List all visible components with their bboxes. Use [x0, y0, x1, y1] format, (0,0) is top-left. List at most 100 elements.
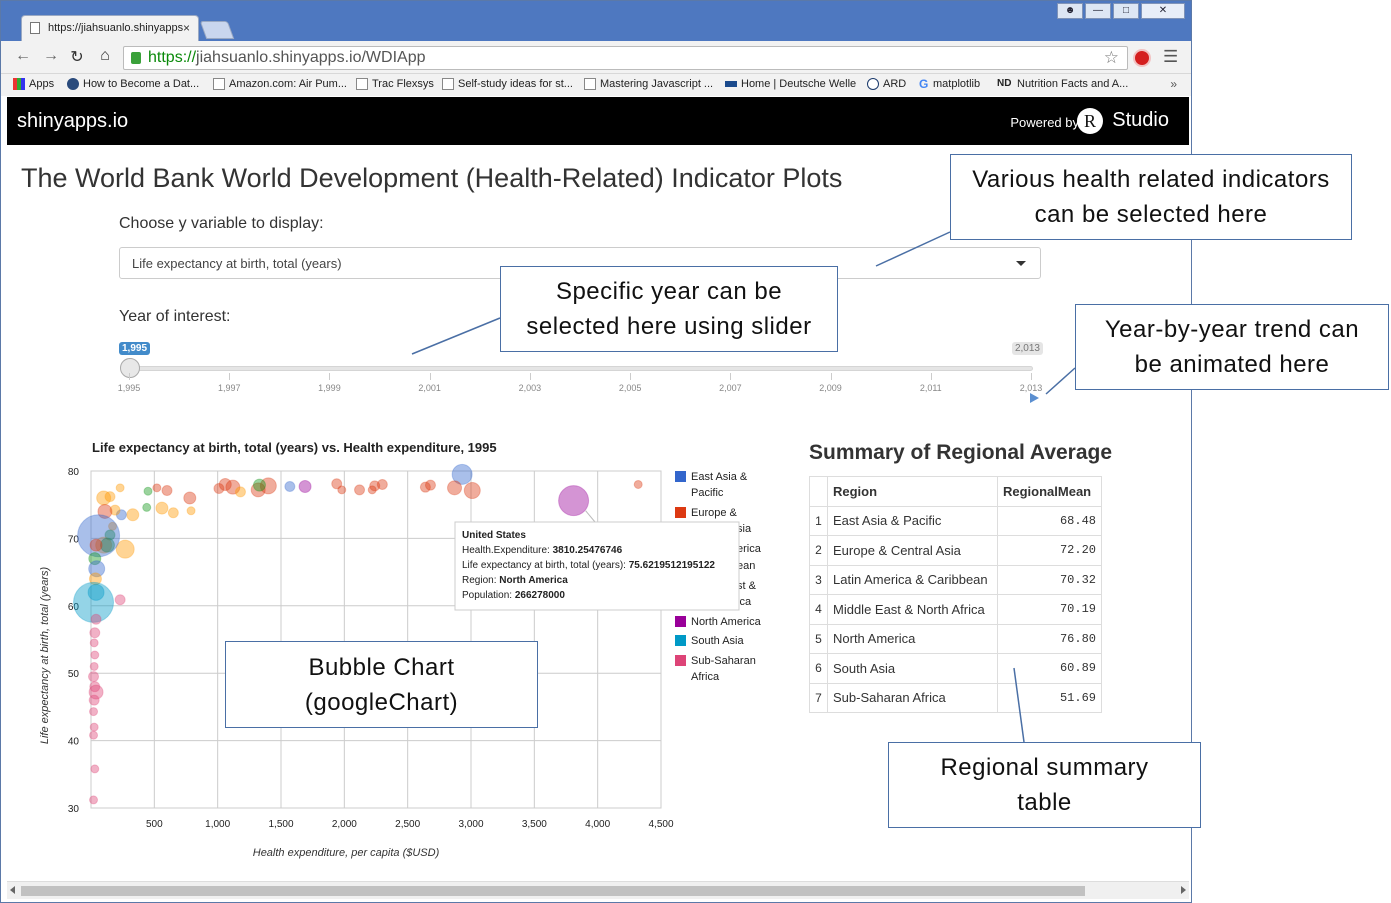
- bubble[interactable]: [354, 484, 366, 496]
- bubble[interactable]: [88, 694, 100, 706]
- bubble[interactable]: [89, 681, 101, 693]
- bubble[interactable]: [161, 485, 173, 497]
- close-window-button[interactable]: ✕: [1141, 3, 1185, 19]
- bubble[interactable]: [367, 485, 377, 495]
- bubble[interactable]: [90, 613, 102, 625]
- maximize-button[interactable]: □: [1113, 3, 1139, 19]
- bubble[interactable]: [186, 506, 196, 516]
- bubble[interactable]: [126, 508, 140, 522]
- bubble[interactable]: [96, 490, 112, 506]
- slider-track[interactable]: [129, 366, 1033, 371]
- bubble[interactable]: [108, 521, 118, 531]
- new-tab-button[interactable]: [199, 21, 235, 39]
- bubble[interactable]: [89, 795, 99, 805]
- bubble[interactable]: [73, 581, 115, 623]
- bubble[interactable]: [463, 482, 481, 500]
- user-icon[interactable]: ☻: [1057, 3, 1083, 19]
- address-bar[interactable]: https://jiahsuanlo.shinyapps.io/WDIApp ☆: [123, 46, 1128, 70]
- bubble[interactable]: [88, 552, 102, 566]
- bubble[interactable]: [88, 572, 102, 586]
- bookmark-item[interactable]: Mastering Javascript ...: [584, 78, 713, 90]
- bubble[interactable]: [88, 560, 106, 578]
- bubble[interactable]: [558, 485, 590, 517]
- bubble[interactable]: [633, 479, 643, 489]
- play-animation-icon[interactable]: [1030, 393, 1039, 403]
- bubble[interactable]: [89, 707, 99, 717]
- brand-link[interactable]: shinyapps.io: [17, 110, 129, 132]
- bookmark-item[interactable]: Home | Deutsche Welle: [725, 78, 856, 90]
- bubble[interactable]: [447, 480, 463, 496]
- bookmark-item[interactable]: Amazon.com: Air Pum...: [213, 78, 347, 90]
- horizontal-scrollbar[interactable]: [7, 881, 1189, 899]
- bubble[interactable]: [88, 671, 100, 683]
- back-arrow-icon[interactable]: ←: [15, 47, 31, 64]
- forward-arrow-icon[interactable]: →: [43, 47, 59, 64]
- bubble[interactable]: [89, 627, 101, 639]
- bubble[interactable]: [183, 491, 197, 505]
- bookmark-apps[interactable]: Apps: [13, 78, 54, 90]
- year-slider[interactable]: 1,995 2,013 1,995 1,997 1,999 2,001 2,003 2,0…: [118, 339, 1045, 399]
- bubble[interactable]: [155, 501, 169, 515]
- bubble[interactable]: [88, 684, 104, 700]
- bubble[interactable]: [218, 477, 232, 491]
- bubble[interactable]: [104, 529, 116, 541]
- bubble[interactable]: [114, 594, 126, 606]
- bubble[interactable]: [376, 478, 388, 490]
- bubble[interactable]: [104, 491, 116, 503]
- bubble[interactable]: [369, 480, 381, 492]
- bubble[interactable]: [142, 502, 152, 512]
- bubble[interactable]: [252, 478, 266, 492]
- scroll-left-icon[interactable]: [10, 886, 15, 894]
- close-tab-icon[interactable]: ×: [182, 21, 190, 35]
- bookmark-item[interactable]: Trac Flexsys: [356, 78, 434, 90]
- bubble[interactable]: [89, 722, 99, 732]
- bubble[interactable]: [419, 481, 431, 493]
- bubble[interactable]: [259, 477, 277, 495]
- bubble-chart[interactable]: Life expectancy at birth, total (years) …: [31, 431, 791, 871]
- reload-icon[interactable]: ↻: [70, 49, 84, 66]
- bubble[interactable]: [213, 483, 225, 495]
- bubble[interactable]: [77, 514, 121, 558]
- bubble[interactable]: [424, 479, 436, 491]
- bookmark-star-icon[interactable]: ☆: [1103, 48, 1119, 67]
- scrollbar-thumb[interactable]: [21, 886, 1085, 896]
- home-icon[interactable]: ⌂: [100, 47, 110, 64]
- bubble[interactable]: [89, 661, 99, 671]
- extension-icon[interactable]: [1133, 49, 1151, 67]
- bubble[interactable]: [99, 537, 115, 553]
- bubble[interactable]: [250, 482, 266, 498]
- bubble[interactable]: [115, 483, 125, 493]
- bubble[interactable]: [90, 764, 100, 774]
- bubble[interactable]: [143, 486, 153, 496]
- bubble[interactable]: [90, 650, 100, 660]
- bookmark-item[interactable]: Self-study ideas for st...: [442, 78, 573, 90]
- bubble[interactable]: [331, 478, 343, 490]
- menu-icon[interactable]: ☰: [1163, 47, 1179, 66]
- bubble[interactable]: [97, 503, 113, 519]
- bubble[interactable]: [89, 638, 99, 648]
- browser-tab[interactable]: https://jiahsuanlo.shinyapps ×: [21, 15, 199, 41]
- bubble[interactable]: [167, 507, 179, 519]
- scroll-right-icon[interactable]: [1181, 886, 1186, 894]
- bookmarks-overflow-icon[interactable]: »: [1170, 77, 1177, 91]
- bubble[interactable]: [89, 538, 103, 552]
- bubble[interactable]: [225, 479, 241, 495]
- bubble[interactable]: [89, 730, 99, 740]
- slider-handle[interactable]: [120, 358, 140, 378]
- bubble[interactable]: [115, 539, 135, 559]
- bubble[interactable]: [95, 536, 113, 554]
- bookmark-item[interactable]: How to Become a Dat...: [67, 78, 199, 90]
- bubble[interactable]: [298, 480, 312, 494]
- bubble[interactable]: [234, 486, 246, 498]
- bubble[interactable]: [152, 483, 162, 493]
- bubble[interactable]: [337, 485, 347, 495]
- bubble[interactable]: [451, 463, 473, 485]
- bubble[interactable]: [109, 504, 121, 516]
- bubble[interactable]: [284, 481, 296, 493]
- bubble[interactable]: [115, 509, 127, 521]
- bubble[interactable]: [87, 583, 105, 601]
- minimize-button[interactable]: —: [1085, 3, 1111, 19]
- bookmark-item[interactable]: ND Nutrition Facts and A...: [997, 78, 1129, 90]
- bookmark-item[interactable]: ARD: [867, 78, 906, 90]
